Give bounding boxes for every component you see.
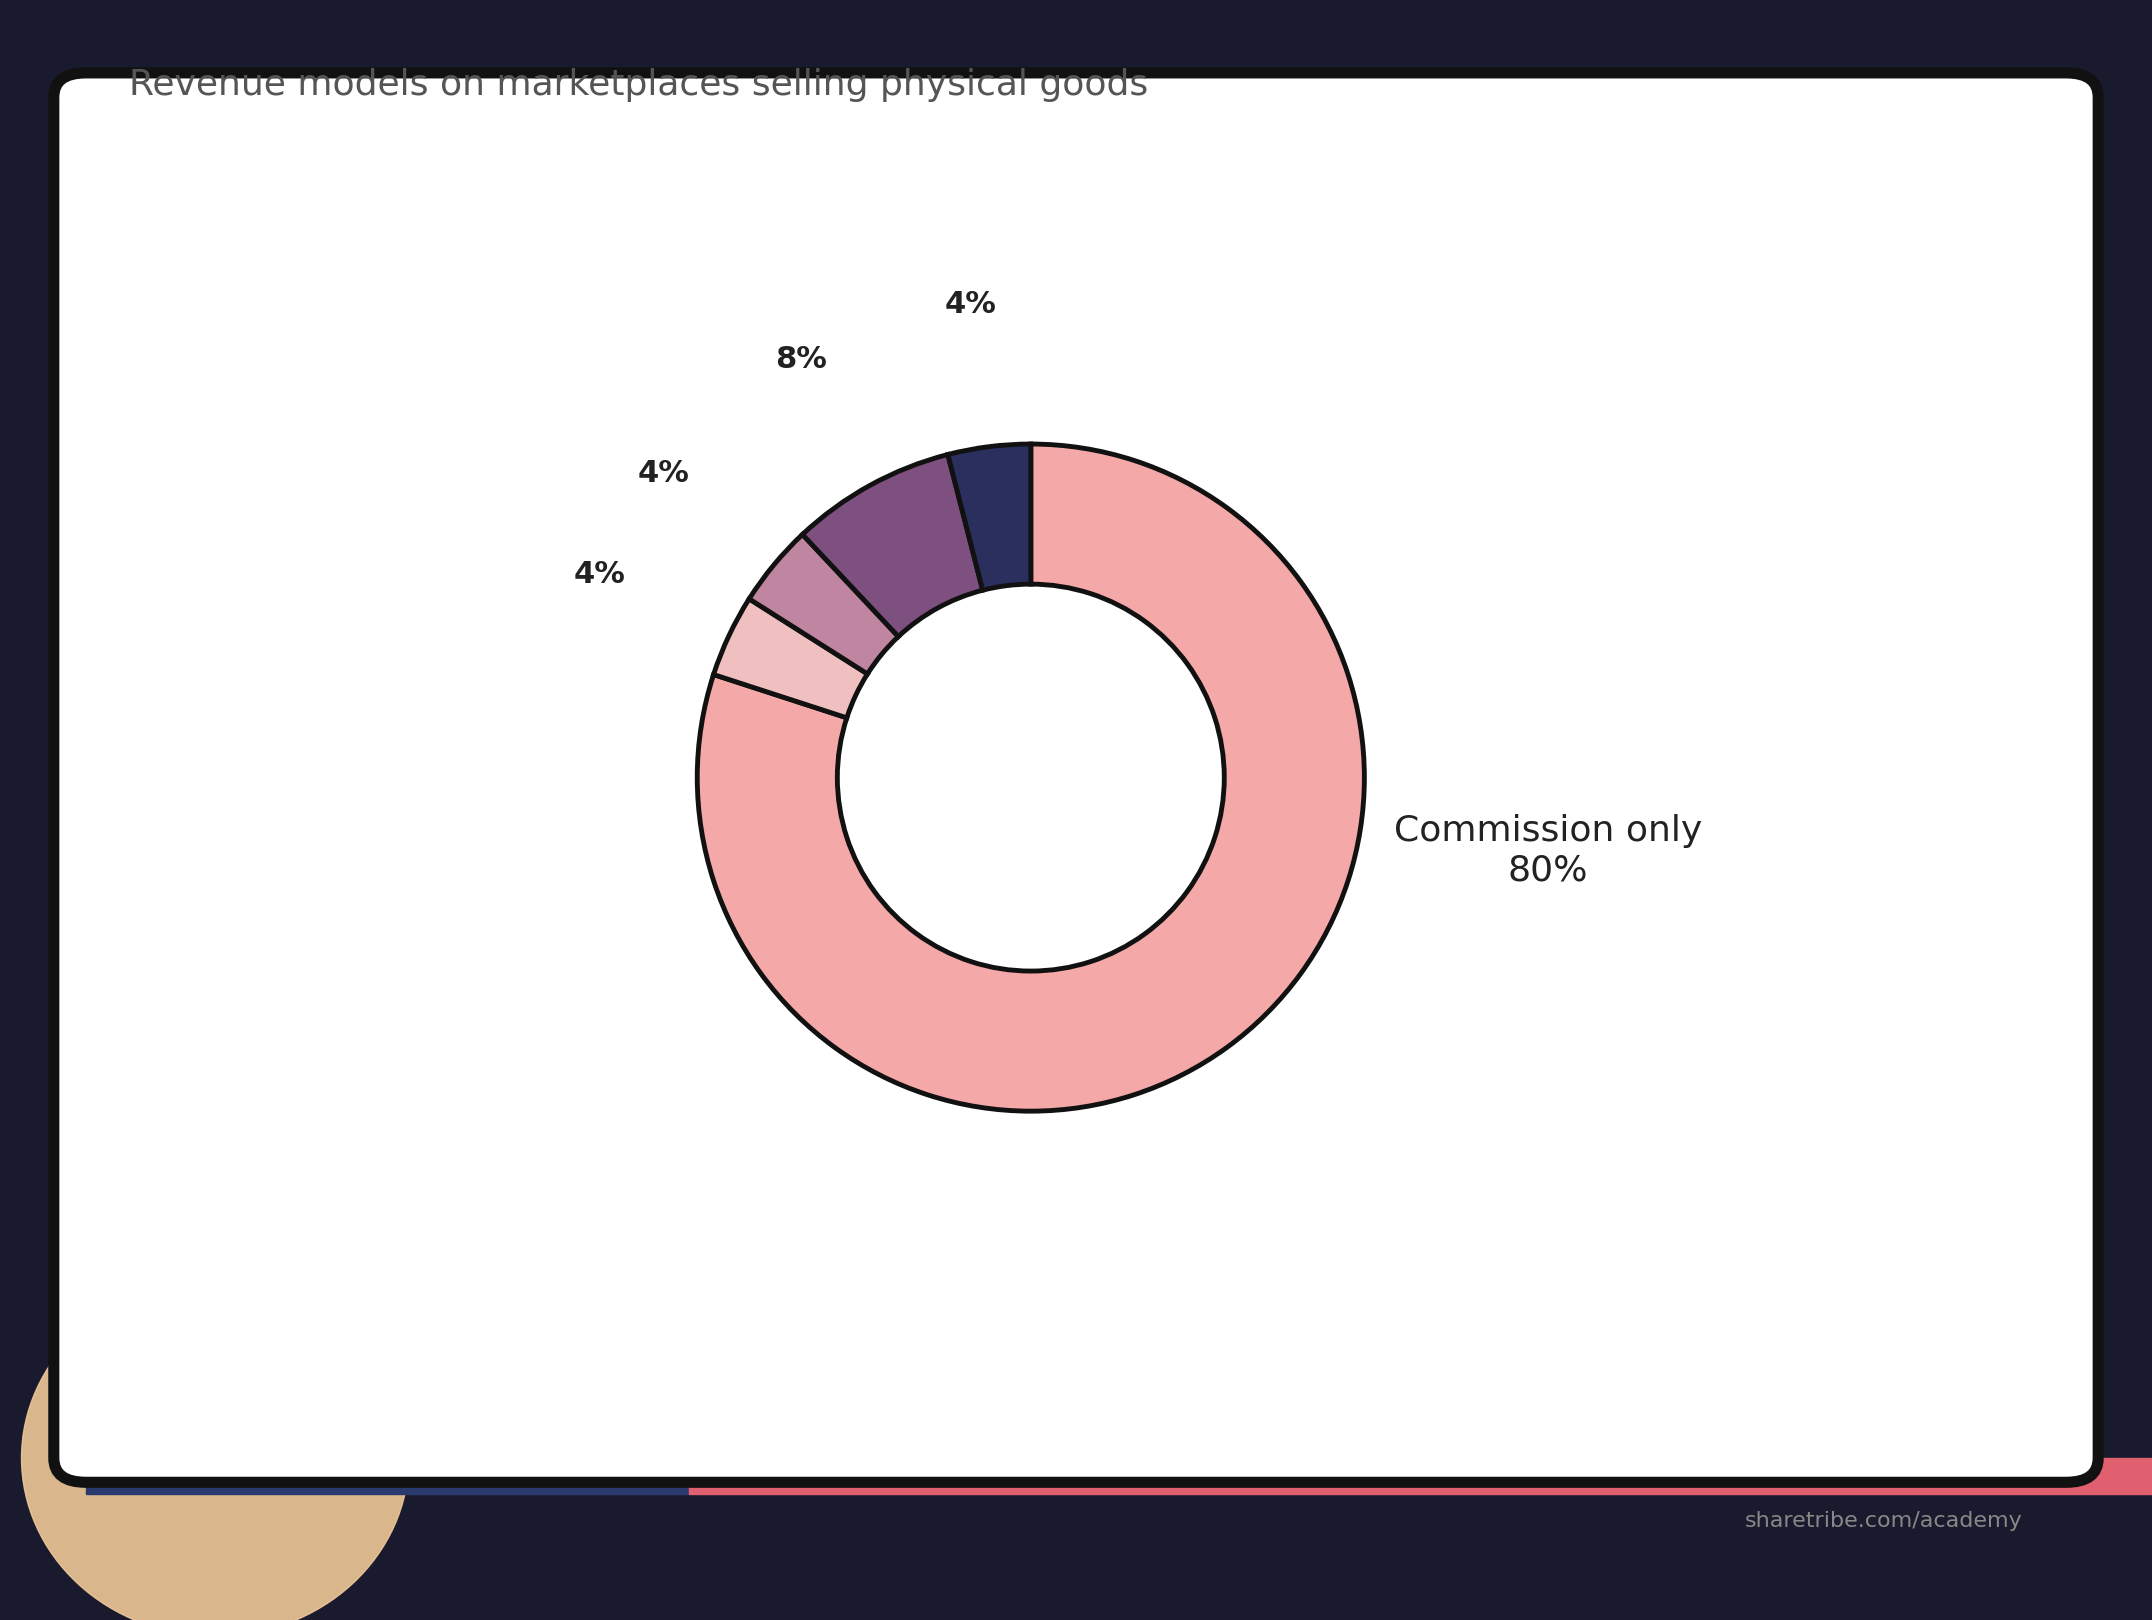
Text: 4%: 4% — [945, 290, 996, 319]
Text: 8%: 8% — [775, 345, 826, 374]
Text: Commission only
80%: Commission only 80% — [1394, 815, 1702, 888]
Ellipse shape — [1700, 113, 2087, 470]
Text: Revenue models on marketplaces selling physical goods: Revenue models on marketplaces selling p… — [129, 68, 1149, 102]
Wedge shape — [697, 444, 1364, 1111]
Ellipse shape — [22, 1280, 409, 1620]
Text: sharetribe.com/academy: sharetribe.com/academy — [1745, 1511, 2023, 1531]
Wedge shape — [714, 599, 867, 718]
Wedge shape — [947, 444, 1031, 590]
Bar — [86, 1458, 689, 1494]
Text: 4%: 4% — [637, 458, 689, 488]
Wedge shape — [749, 535, 897, 674]
Text: 4%: 4% — [572, 561, 624, 590]
Wedge shape — [803, 455, 983, 637]
Bar — [689, 1458, 2152, 1494]
